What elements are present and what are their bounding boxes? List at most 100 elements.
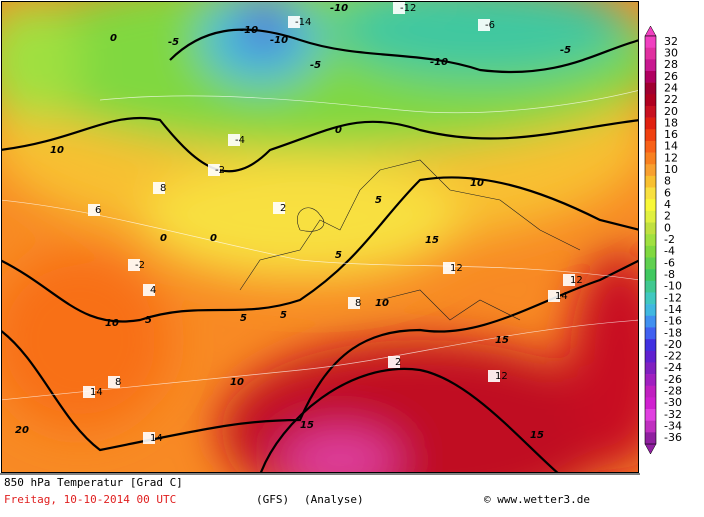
colorbar-label: 4	[664, 198, 671, 211]
colorbar-label: -14	[664, 303, 682, 316]
colorbar-label: -34	[664, 420, 682, 433]
colorbar-swatch	[645, 175, 656, 188]
value-label: 8	[160, 183, 166, 194]
colorbar-label: -32	[664, 408, 682, 421]
contour-label: 10	[230, 377, 244, 388]
colorbar-swatch	[645, 245, 656, 258]
value-label: -14	[295, 17, 311, 28]
label-box	[548, 290, 560, 302]
value-label: 4	[150, 285, 156, 296]
colorbar-label: 6	[664, 186, 671, 199]
colorbar-swatch	[645, 105, 656, 118]
contour-label: -5	[310, 60, 321, 71]
footer-date: Freitag, 10-10-2014 00 UTC	[4, 493, 176, 506]
colorbar-swatch	[645, 199, 656, 212]
colorbar-label: -6	[664, 256, 675, 269]
colorbar-label: -24	[664, 361, 682, 374]
label-box	[393, 2, 405, 14]
label-box	[273, 202, 285, 214]
colorbar-swatch	[645, 339, 656, 352]
contour-label: 15	[495, 335, 509, 346]
colorbar-swatch	[645, 129, 656, 142]
value-label: 14	[555, 291, 568, 302]
contour-label: 5	[335, 250, 342, 261]
colorbar-swatch	[645, 327, 656, 340]
colorbar-label: -30	[664, 396, 682, 409]
colorbar-label: 24	[664, 81, 678, 94]
colorbar-swatch	[645, 36, 656, 48]
label-box	[388, 356, 400, 368]
colorbar-swatch	[645, 315, 656, 328]
colorbar-label: 30	[664, 46, 678, 59]
colorbar-swatch	[645, 420, 656, 433]
colorbar-arrow-bottom	[644, 443, 657, 455]
colorbar-swatch	[645, 94, 656, 107]
colorbar-label: 12	[664, 151, 678, 164]
colorbar-label: 28	[664, 58, 678, 71]
label-box	[88, 204, 100, 216]
contour-label: 10	[50, 145, 64, 156]
contour-label: 5	[145, 315, 152, 326]
contour-label: 0	[110, 33, 117, 44]
footer-run: (Analyse)	[304, 493, 364, 506]
contour-label: -5	[560, 45, 571, 56]
contour-label: 10	[470, 178, 484, 189]
colorbar-swatch	[645, 234, 656, 247]
value-label: 6	[95, 205, 101, 216]
colorbar-label: 20	[664, 105, 678, 118]
colorbar-swatch	[645, 187, 656, 200]
colorbar-swatch	[645, 374, 656, 387]
value-label: -2	[215, 165, 225, 176]
value-label: 14	[90, 387, 103, 398]
contour-label: 0	[335, 125, 342, 136]
footer-credit: © www.wetter3.de	[484, 493, 590, 506]
footer-title: 850 hPa Temperatur [Grad C]	[4, 476, 183, 489]
colorbar-label: -36	[664, 431, 682, 444]
colorbar-swatch	[645, 409, 656, 421]
value-label: 2	[395, 357, 401, 368]
footer-model: (GFS)	[256, 493, 289, 506]
contour-label: 10	[375, 298, 389, 309]
colorbar-label: -28	[664, 385, 682, 398]
map-frame	[1, 1, 639, 473]
value-label: 2	[280, 203, 286, 214]
label-box	[348, 297, 360, 309]
colorbar-swatch	[645, 59, 656, 72]
colorbar-swatch	[645, 140, 656, 153]
value-label: 12	[495, 371, 508, 382]
label-box	[143, 432, 155, 444]
colorbar-swatch	[645, 164, 656, 177]
contour-label: -10	[430, 57, 448, 68]
value-label: -6	[485, 20, 495, 31]
colorbar-swatch	[645, 70, 656, 83]
colorbar-label: -26	[664, 373, 682, 386]
colorbar-swatch	[645, 385, 656, 398]
contour-label: 10	[105, 318, 119, 329]
colorbar-label: 32	[664, 35, 678, 48]
colorbar-label: -16	[664, 315, 682, 328]
label-box	[128, 259, 140, 271]
colorbar-label: -18	[664, 326, 682, 339]
colorbar-label: 16	[664, 128, 678, 141]
colorbar-label: -12	[664, 291, 682, 304]
colorbar-swatch	[645, 257, 656, 270]
colorbar-swatch	[645, 350, 656, 363]
colorbar-label: -8	[664, 268, 675, 281]
colorbar-swatch	[645, 222, 656, 235]
value-label: -4	[235, 135, 245, 146]
label-box	[83, 386, 95, 398]
colorbar-label: 22	[664, 93, 678, 106]
colorbar-label: -10	[664, 280, 682, 293]
colorbar-label: -2	[664, 233, 675, 246]
value-label: -12	[400, 3, 416, 14]
colorbar-label: 2	[664, 210, 671, 223]
colorbar-swatch	[645, 362, 656, 375]
colorbar-label: 14	[664, 140, 678, 153]
contour-label: 0	[210, 233, 217, 244]
contour-label: 15	[300, 420, 314, 431]
colorbar-label: -22	[664, 350, 682, 363]
value-label: 12	[450, 263, 463, 274]
colorbar-swatch	[645, 269, 656, 282]
contour-label: -10	[330, 3, 348, 14]
